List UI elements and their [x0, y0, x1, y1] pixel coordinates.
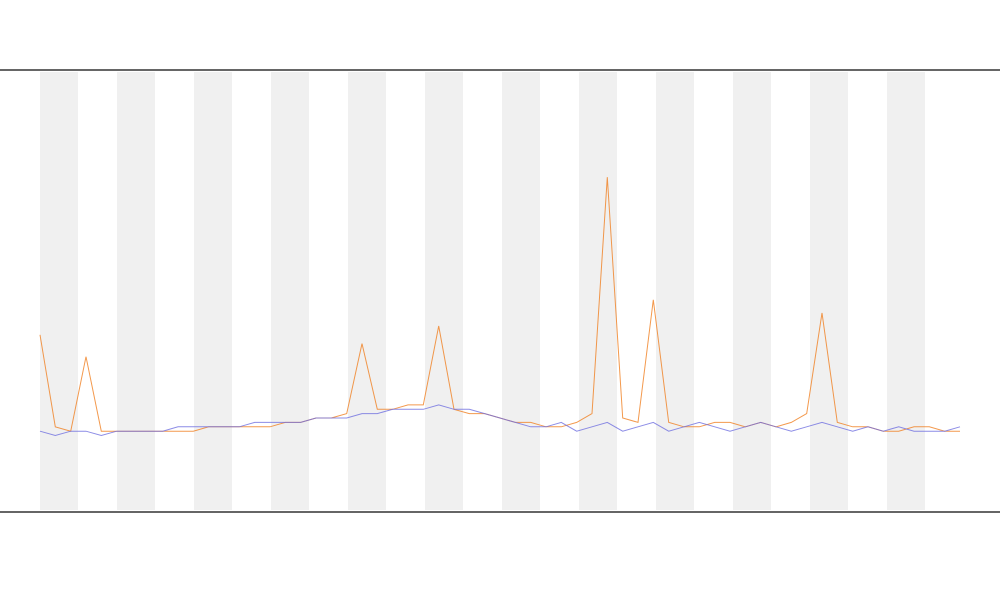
band	[425, 72, 463, 510]
band	[733, 72, 771, 510]
band	[40, 72, 78, 510]
band	[579, 72, 617, 510]
band	[502, 72, 540, 510]
band	[656, 72, 694, 510]
series-line	[39, 404, 961, 437]
band	[348, 72, 386, 510]
band	[810, 72, 848, 510]
band	[117, 72, 155, 510]
band	[194, 72, 232, 510]
band	[887, 72, 925, 510]
plot	[39, 177, 961, 437]
band	[271, 72, 309, 510]
bands	[40, 72, 925, 510]
